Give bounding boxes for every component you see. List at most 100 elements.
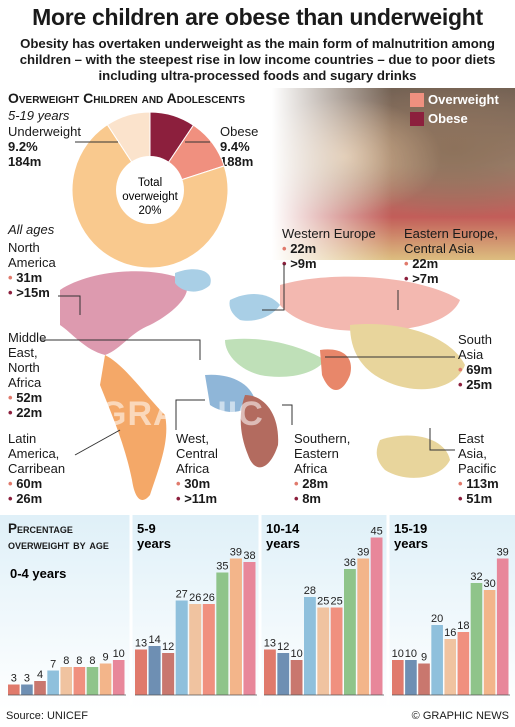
bar (34, 681, 46, 695)
panel-age-label: 15-19 (394, 521, 427, 536)
bar-value-label: 25 (330, 596, 342, 608)
underweight-name: Underweight (8, 124, 81, 139)
bar (483, 590, 496, 695)
bar (216, 572, 229, 695)
bar-value-label: 4 (37, 669, 43, 681)
bar-value-label: 8 (89, 655, 95, 667)
legend-obese-label: Obese (428, 111, 468, 126)
region-overweight: • 69m (458, 362, 493, 377)
bar-value-label: 20 (431, 613, 443, 625)
bar (330, 607, 343, 695)
bar-value-label: 9 (103, 652, 109, 664)
map-all-ages: All ages (8, 222, 55, 237)
bar (148, 646, 161, 695)
region-obese: • 22m (8, 405, 43, 420)
bar (264, 649, 276, 695)
map-western-europe (229, 293, 280, 321)
region-overweight: • 60m (8, 476, 43, 491)
region-name: Eastern Europe, Central Asia (404, 226, 498, 256)
region-name: Latin America, Carribean (8, 431, 66, 476)
region-label: North America • 31m • >15m (8, 240, 56, 300)
map-latin-america (100, 355, 167, 500)
bar (189, 604, 202, 695)
bar-value-label: 9 (421, 652, 427, 664)
bars-section-title: Percentage overweight by age (8, 521, 109, 552)
region-obese: • 25m (458, 377, 493, 392)
bar-value-label: 38 (243, 550, 255, 562)
bar (112, 660, 125, 695)
bar (8, 684, 20, 695)
bar-value-label: 35 (216, 561, 228, 573)
bar (21, 684, 33, 695)
region-label: Eastern Europe, Central Asia • 22m • >7m (404, 226, 498, 286)
bar (47, 670, 59, 695)
region-overweight: • 31m (8, 270, 43, 285)
bar-value-label: 36 (344, 557, 356, 569)
donut-section-title: Overweight Children and Adolescents (8, 90, 246, 106)
bar (202, 604, 215, 695)
region-name: East Asia, Pacific (458, 431, 497, 476)
bar (405, 660, 417, 695)
legend-overweight-label: Overweight (428, 92, 499, 107)
map-mena (225, 338, 325, 377)
bar-value-label: 25 (317, 596, 329, 608)
region-label: Middle East, North Africa • 52m • 22m (8, 330, 46, 420)
donut-center-line3: 20% (138, 205, 161, 217)
legend-overweight: Overweight (410, 90, 499, 109)
bar (290, 660, 303, 695)
bar (229, 558, 242, 695)
leader-north-america (58, 295, 81, 315)
bar-value-label: 45 (370, 526, 382, 538)
donut-chart: Total overweight 20% (71, 111, 229, 269)
bar-value-label: 7 (50, 659, 56, 671)
bar (277, 653, 290, 695)
bar (304, 597, 316, 695)
donut-leader-lines (75, 141, 210, 143)
bar-value-label: 13 (264, 638, 276, 650)
bar (162, 653, 175, 695)
photo-fade (272, 88, 392, 260)
legend-obese-swatch (410, 111, 424, 126)
region-name: South Asia (458, 332, 492, 362)
bar-value-label: 12 (277, 641, 289, 653)
page-subtitle: Obesity has overtaken underweight as the… (19, 36, 496, 83)
region-obese: • >7m (404, 271, 439, 286)
region-label: Western Europe • 22m • >9m (282, 226, 376, 271)
region-obese: • 51m (458, 491, 493, 506)
region-name: West, Central Africa (176, 431, 218, 476)
bar (457, 632, 470, 695)
region-label: Southern, Eastern Africa • 28m • 8m (294, 431, 350, 506)
region-overweight: • 30m (176, 476, 211, 491)
bar-value-label: 39 (357, 547, 369, 559)
bar-value-label: 28 (304, 585, 316, 597)
region-label: West, Central Africa • 30m • >11m (176, 431, 218, 506)
obese-num: 188m (220, 154, 254, 169)
region-obese: • 8m (294, 491, 321, 506)
map-greenland (175, 269, 211, 292)
obese-label: Obese 9.4% 188m (220, 124, 258, 169)
panel-age-label: 5-9 (137, 521, 156, 536)
bar-value-label: 26 (203, 592, 215, 604)
bar (418, 663, 430, 695)
bar (444, 639, 457, 695)
credit-text: © GRAPHIC NEWS (411, 710, 509, 722)
donut-center-line2: overweight (122, 191, 178, 203)
legend: Overweight Obese (410, 90, 499, 128)
bar-value-label: 14 (148, 634, 160, 646)
bar-value-label: 3 (11, 673, 17, 685)
panel-age-label: 0-4 years (10, 566, 66, 581)
region-overweight: • 113m (458, 476, 499, 491)
bar-value-label: 39 (230, 547, 242, 559)
bar-value-label: 30 (483, 578, 495, 590)
bar-value-label: 18 (457, 620, 469, 632)
bar (431, 625, 443, 695)
region-obese: • >11m (176, 491, 218, 506)
bar-value-label: 27 (176, 589, 188, 601)
leader-east-asia (429, 428, 455, 451)
region-name: Middle East, North Africa (8, 330, 47, 390)
region-name: Western Europe (282, 226, 376, 241)
bar-value-label: 10 (113, 648, 125, 660)
panel-age-label: years (266, 536, 300, 551)
bar (86, 667, 99, 695)
